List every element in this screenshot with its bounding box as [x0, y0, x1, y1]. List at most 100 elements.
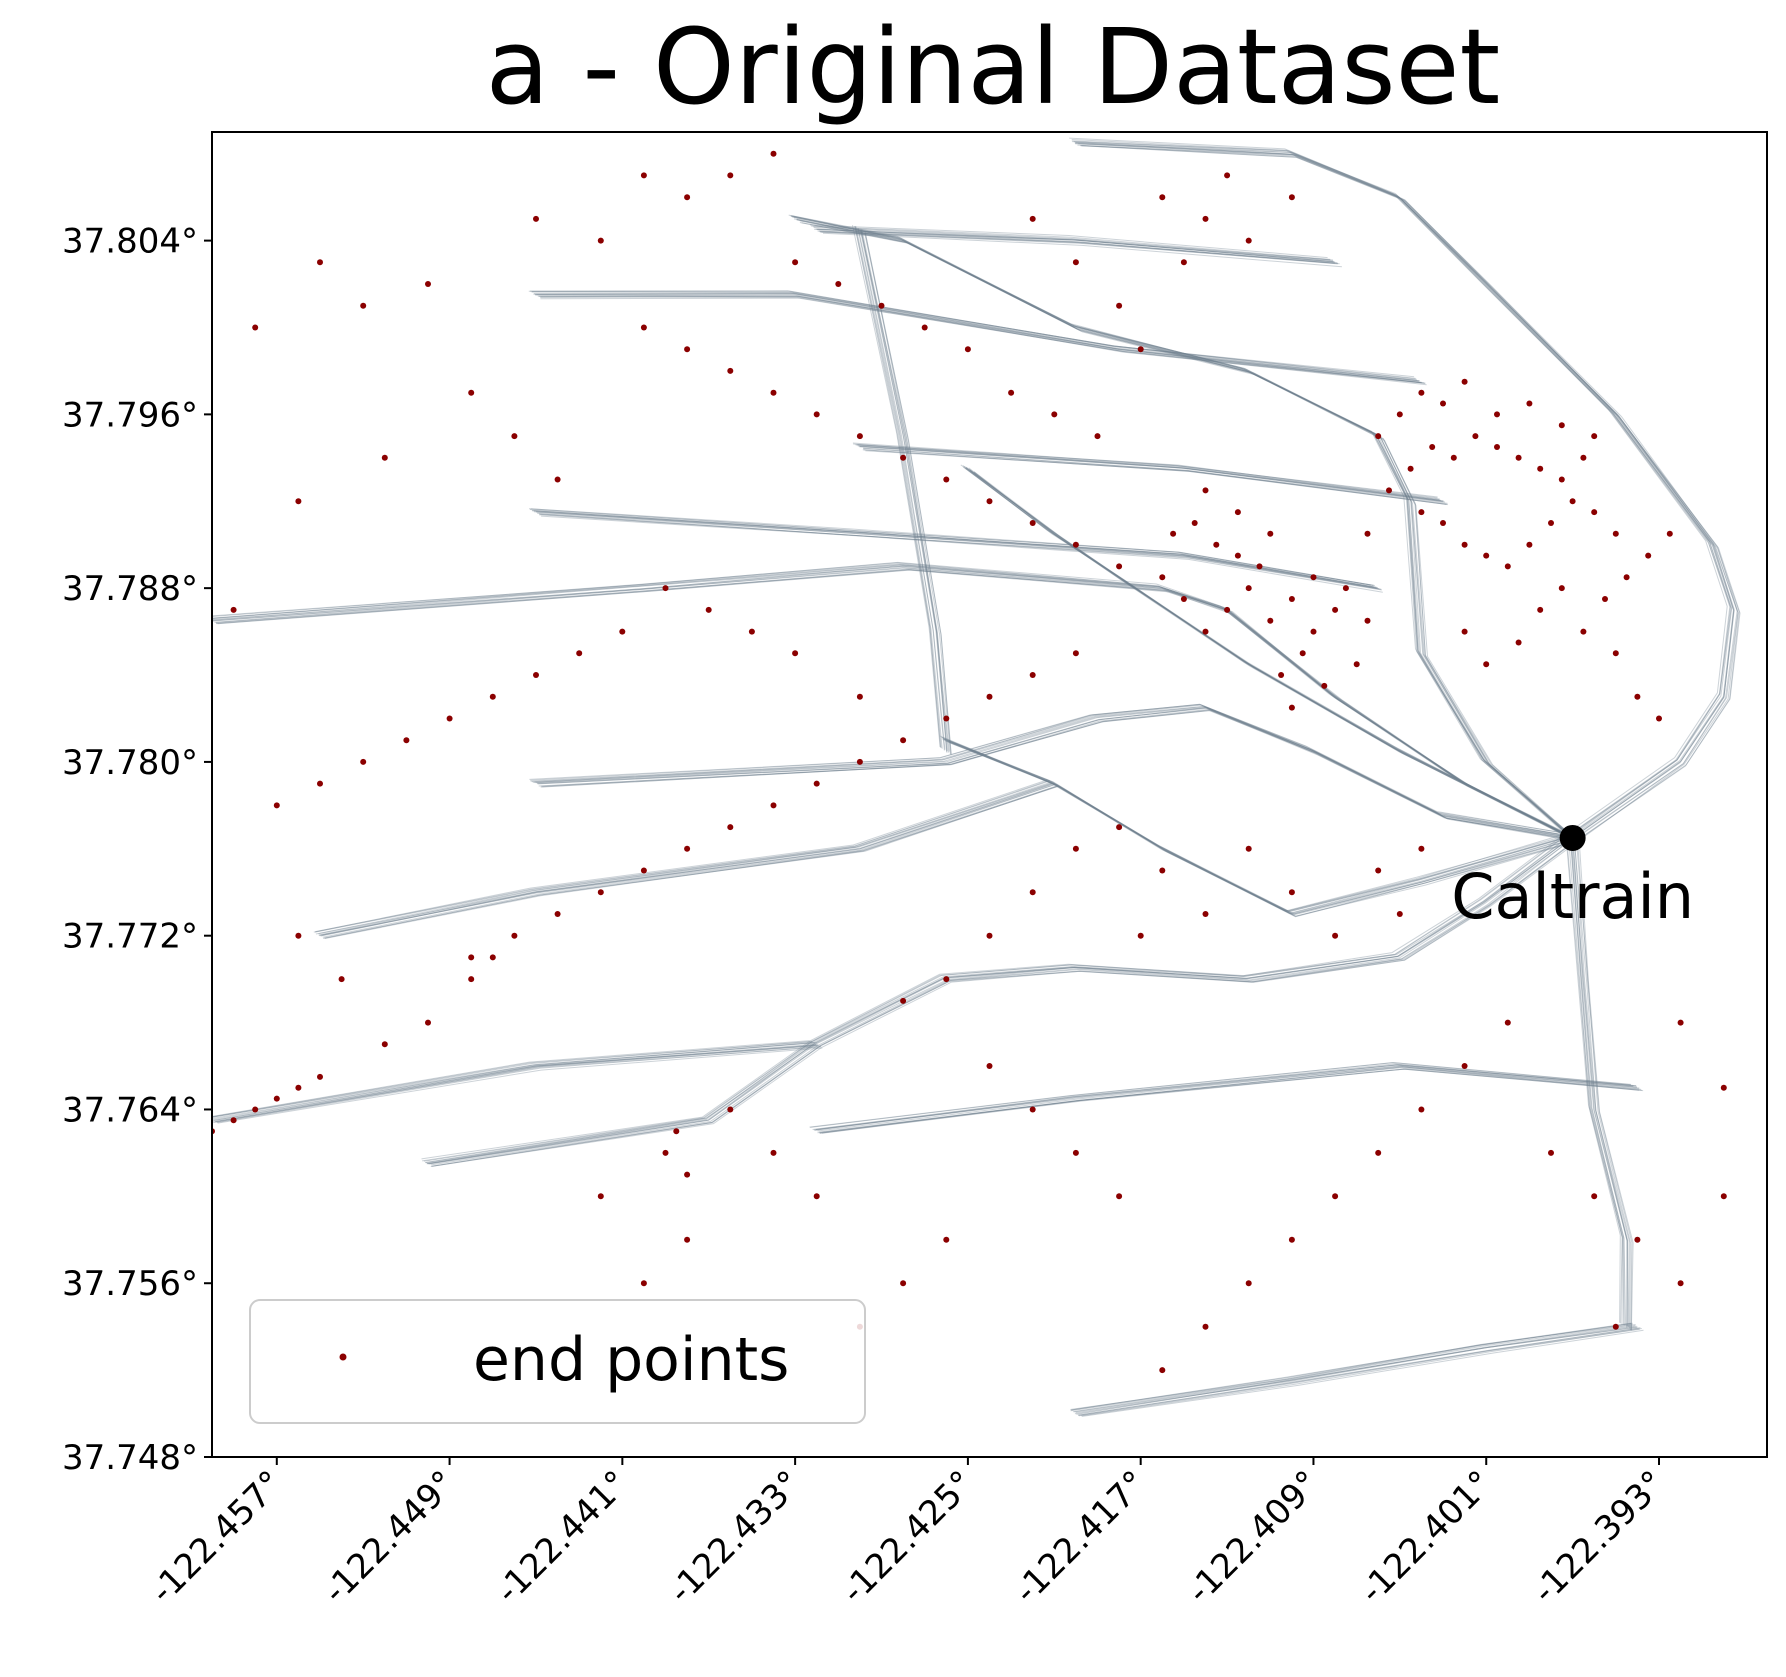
trajectory-line — [212, 1044, 818, 1123]
end-point — [446, 715, 453, 722]
y-tick-label: 37.756° — [62, 1264, 198, 1304]
flow-geary-street — [528, 508, 1383, 593]
trajectory-line — [215, 1045, 820, 1122]
trajectory-line — [799, 222, 1578, 841]
trajectory-line — [212, 1043, 817, 1122]
trajectory-line — [538, 708, 1577, 841]
end-point — [317, 780, 323, 787]
end-point — [425, 281, 431, 287]
flow-south-artery — [1565, 833, 1634, 1331]
trajectory-line — [863, 447, 1446, 503]
end-point — [1029, 672, 1036, 678]
end-point — [1634, 1236, 1641, 1243]
end-point — [1094, 433, 1101, 440]
trajectory-line — [1078, 1328, 1640, 1417]
end-point — [338, 976, 345, 983]
trajectory-line — [540, 709, 1577, 840]
end-point — [1558, 476, 1565, 483]
end-point — [1537, 606, 1544, 613]
end-point — [1504, 563, 1511, 570]
trajectory-line — [215, 569, 1579, 841]
trajectory-line — [1572, 838, 1628, 1328]
trajectory-line — [432, 840, 1576, 1167]
trajectory-line — [857, 228, 945, 751]
trajectory-line — [1076, 1326, 1638, 1415]
trajectory-line — [1069, 137, 1728, 834]
end-point — [662, 1149, 669, 1156]
end-point — [1612, 530, 1619, 537]
trajectory-line — [322, 785, 1057, 938]
trajectory-line — [819, 231, 1338, 265]
trajectory-line — [540, 296, 1426, 384]
trajectory-line — [1072, 1324, 1636, 1413]
end-point — [489, 693, 496, 700]
flow-market-street — [960, 464, 1580, 842]
trajectory-line — [812, 1063, 1634, 1130]
y-tick-label: 37.796° — [62, 395, 198, 435]
trajectory-line — [968, 467, 1572, 839]
trajectory-line — [531, 703, 1570, 837]
end-point — [273, 802, 280, 809]
trajectory-line — [320, 784, 1055, 937]
end-point — [1375, 433, 1382, 440]
trajectory-line — [212, 563, 1570, 836]
trajectory-line — [1567, 835, 1624, 1325]
end-point — [1072, 1149, 1079, 1156]
trajectory-line — [536, 511, 1378, 589]
trajectory-line — [212, 564, 1570, 838]
trajectory-line — [212, 1040, 810, 1117]
trajectory-line — [212, 565, 1572, 838]
trajectory-line — [321, 783, 1056, 936]
trajectory-line — [1073, 141, 1733, 837]
y-tick-label: 37.764° — [62, 1090, 198, 1130]
trajectory-line — [537, 512, 1380, 590]
trajectory-line — [530, 508, 1374, 586]
trajectory-line — [1082, 1329, 1644, 1417]
end-point — [684, 346, 691, 353]
end-point — [1461, 628, 1468, 635]
trajectory-line — [865, 450, 1449, 506]
trajectory-line — [818, 1066, 1640, 1133]
end-point — [1580, 454, 1587, 461]
trajectory-line — [537, 706, 1575, 840]
end-point — [1278, 672, 1285, 678]
end-point — [1342, 585, 1349, 592]
end-point — [511, 932, 518, 939]
trajectory-line — [532, 510, 1375, 586]
end-point — [1288, 889, 1295, 896]
chart-title: a - Original Dataset — [486, 6, 1501, 128]
trajectory-line — [315, 779, 1050, 933]
trajectory-line — [215, 1046, 821, 1123]
x-tick-label: -122.393° — [1525, 1463, 1673, 1611]
trajectory-line — [217, 1047, 823, 1124]
end-point — [1159, 574, 1166, 581]
end-point — [943, 476, 950, 483]
trajectory-line — [942, 738, 1571, 913]
trajectory-line — [948, 739, 1576, 916]
end-point — [1407, 465, 1414, 472]
end-point — [770, 150, 777, 157]
trajectory-line — [1569, 835, 1625, 1325]
trajectory-line — [799, 220, 1577, 842]
trajectory-line — [1071, 1322, 1632, 1411]
trajectory-line — [856, 444, 1440, 500]
trajectory-line — [541, 515, 1383, 593]
end-point — [986, 498, 993, 505]
end-point — [533, 672, 539, 678]
end-point — [1332, 932, 1339, 939]
end-point — [1515, 454, 1522, 461]
end-point — [1116, 824, 1123, 831]
trajectory-line — [1575, 840, 1632, 1330]
trajectory-line — [863, 449, 1447, 505]
end-point — [640, 867, 647, 874]
end-point — [684, 1236, 691, 1243]
trajectory-line — [862, 449, 1448, 504]
end-point — [878, 302, 885, 309]
trajectory-flows — [212, 137, 1741, 1417]
trajectory-line — [534, 705, 1572, 837]
trajectory-line — [1078, 143, 1738, 840]
end-point — [640, 324, 647, 331]
trajectory-line — [1075, 142, 1734, 838]
trajectory-line — [853, 443, 1438, 498]
trajectory-line — [315, 781, 1052, 935]
